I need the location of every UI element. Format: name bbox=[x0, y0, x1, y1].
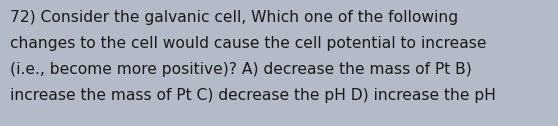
Text: changes to the cell would cause the cell potential to increase: changes to the cell would cause the cell… bbox=[10, 36, 487, 51]
Text: increase the mass of Pt C) decrease the pH D) increase the pH: increase the mass of Pt C) decrease the … bbox=[10, 88, 496, 103]
Text: 72) Consider the galvanic cell, Which one of the following: 72) Consider the galvanic cell, Which on… bbox=[10, 10, 458, 25]
Text: (i.e., become more positive)? A) decrease the mass of Pt B): (i.e., become more positive)? A) decreas… bbox=[10, 62, 472, 77]
